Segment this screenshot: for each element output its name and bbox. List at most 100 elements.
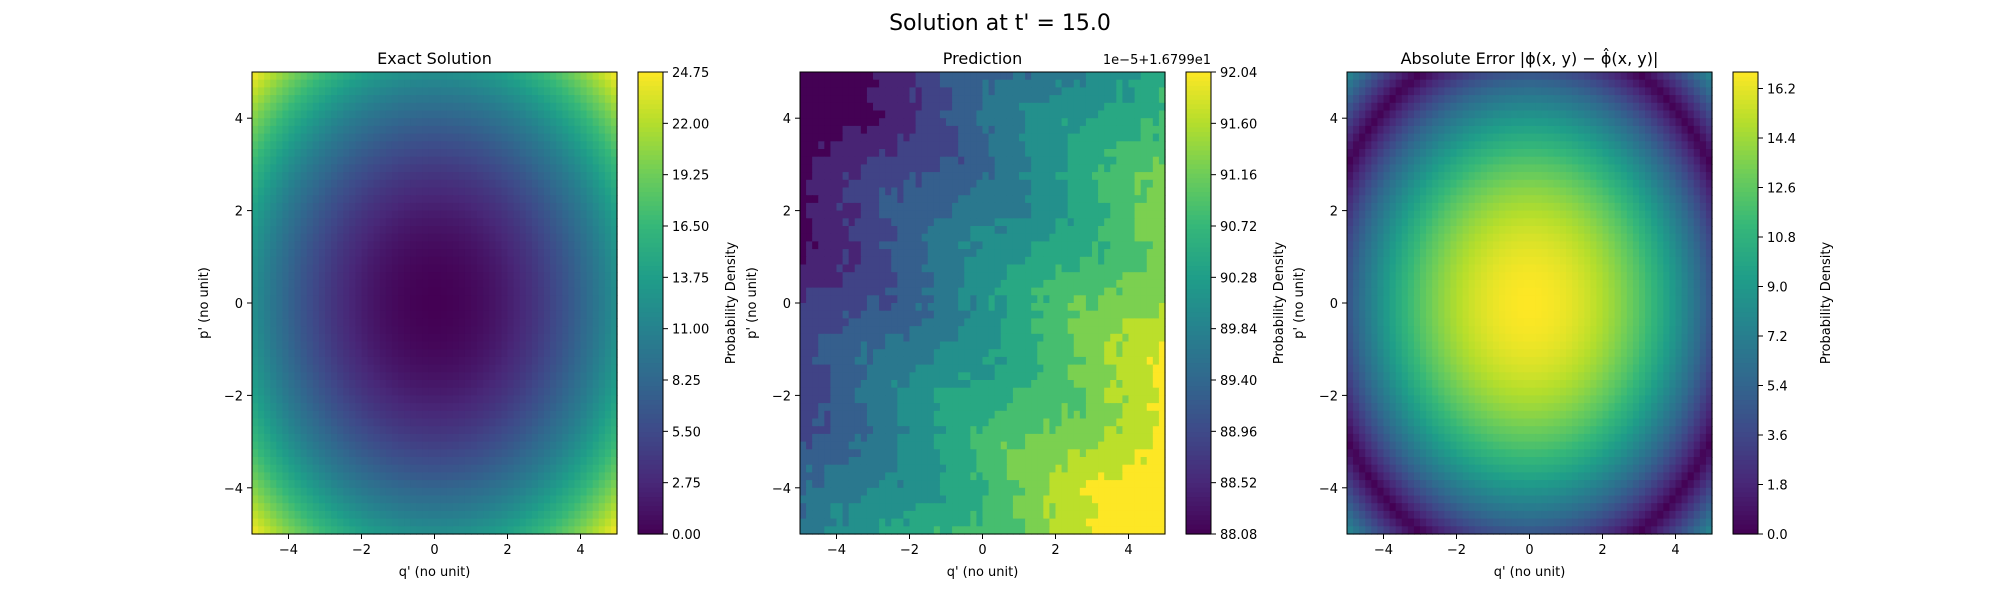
heatmap-cell (544, 518, 551, 527)
heatmap-cell (550, 395, 557, 404)
heatmap-cell (252, 179, 259, 189)
heatmap-cell (550, 326, 557, 335)
heatmap-cell (501, 364, 509, 373)
heatmap-cell (550, 403, 557, 412)
heatmap-cell (325, 333, 332, 343)
heatmap-cell (361, 526, 369, 535)
heatmap-cell (288, 326, 296, 335)
heatmap-cell (1043, 133, 1051, 142)
heatmap-cell (568, 210, 576, 219)
heatmap-cell (550, 387, 557, 396)
heatmap-cell (580, 372, 588, 381)
heatmap-cell (464, 333, 472, 343)
heatmap-cell (1000, 125, 1008, 135)
heatmap-cell (610, 264, 618, 273)
heatmap-cell (294, 356, 302, 366)
heatmap-cell (288, 418, 296, 427)
heatmap-cell (976, 102, 984, 112)
heatmap-cell (404, 226, 411, 235)
heatmap-cell (282, 172, 290, 181)
heatmap-cell (471, 310, 478, 319)
heatmap-cell (367, 418, 375, 427)
heatmap-cell (982, 195, 990, 204)
heatmap-cell (568, 318, 576, 327)
heatmap-cell (586, 279, 594, 289)
heatmap-cell (288, 318, 296, 327)
heatmap-cell (519, 395, 527, 404)
heatmap-cell (598, 418, 606, 427)
heatmap-cell (970, 187, 978, 196)
heatmap-cell (580, 326, 588, 335)
heatmap-cell (507, 195, 515, 204)
heatmap-cell (471, 118, 478, 127)
heatmap-cell (489, 202, 496, 212)
heatmap-cell (556, 341, 563, 350)
heatmap-cell (452, 195, 460, 204)
heatmap-cell (513, 241, 521, 250)
heatmap-cell (398, 133, 405, 142)
heatmap-cell (404, 118, 411, 127)
heatmap-cell (416, 179, 423, 189)
heatmap-cell (410, 395, 417, 404)
heatmap-cell (537, 218, 545, 227)
heatmap-cell (312, 349, 320, 358)
heatmap-cell (422, 356, 430, 366)
heatmap-cell (501, 457, 509, 466)
heatmap-cell (909, 87, 917, 96)
heatmap-cell (592, 249, 600, 258)
heatmap-cell (312, 249, 320, 258)
heatmap-cell (318, 349, 326, 358)
heatmap-cell (562, 480, 569, 489)
heatmap-cell (574, 349, 582, 358)
heatmap-cell (471, 156, 478, 165)
heatmap-cell (367, 79, 375, 88)
heatmap-cell (586, 87, 594, 96)
heatmap-cell (1043, 149, 1051, 158)
heatmap-cell (355, 526, 363, 535)
heatmap-cell (897, 210, 905, 219)
heatmap-cell (464, 164, 472, 173)
heatmap-cell (1073, 110, 1081, 119)
heatmap-cell (891, 202, 898, 212)
heatmap-cell (483, 233, 490, 242)
heatmap-cell (477, 172, 484, 181)
heatmap-cell (860, 156, 868, 165)
heatmap-cell (252, 226, 259, 235)
heatmap-cell (592, 495, 600, 504)
heatmap-cell (391, 480, 399, 489)
heatmap-cell (495, 156, 503, 165)
heatmap-cell (604, 472, 612, 481)
heatmap-cell (422, 233, 430, 242)
heatmap-cell (903, 218, 911, 227)
heatmap-cell (513, 133, 521, 142)
heatmap-cell (258, 303, 265, 312)
heatmap-cell (537, 156, 545, 165)
heatmap-cell (385, 287, 393, 296)
heatmap-cell (489, 326, 496, 335)
heatmap-cell (610, 125, 618, 135)
heatmap-cell (428, 210, 436, 219)
heatmap-cell (592, 87, 600, 96)
heatmap-cell (452, 364, 460, 373)
heatmap-cell (562, 333, 569, 343)
heatmap-cell (379, 249, 387, 258)
heatmap-cell (404, 426, 411, 435)
heatmap-cell (824, 133, 832, 142)
heatmap-cell (367, 410, 375, 420)
heatmap-cell (379, 433, 387, 443)
heatmap-cell (440, 202, 448, 212)
heatmap-cell (531, 72, 539, 81)
heatmap-cell (385, 341, 393, 350)
heatmap-cell (343, 318, 350, 327)
heatmap-cell (994, 195, 1002, 204)
heatmap-cell (288, 133, 296, 142)
heatmap-cell (958, 218, 965, 227)
heatmap-cell (446, 226, 454, 235)
heatmap-cell (331, 464, 338, 473)
heatmap-cell (440, 79, 448, 88)
heatmap-cell (318, 387, 326, 396)
heatmap-cell (1152, 72, 1160, 81)
heatmap-cell (836, 218, 844, 227)
heatmap-cell (550, 179, 557, 189)
heatmap-cell (495, 333, 503, 343)
